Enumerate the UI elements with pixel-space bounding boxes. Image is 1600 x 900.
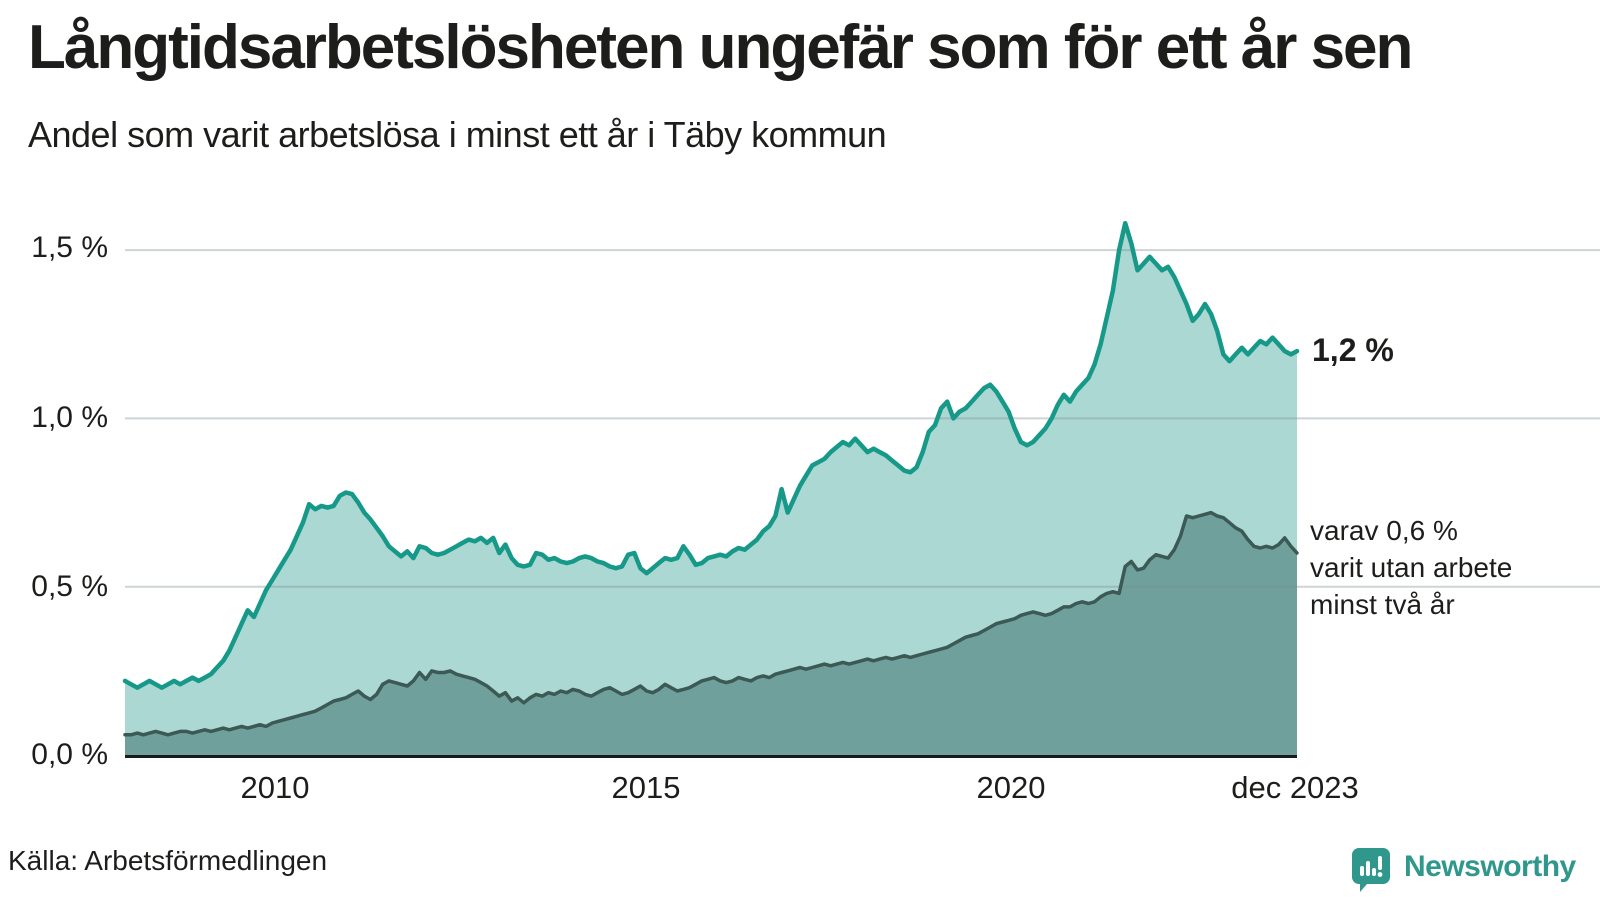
- y-axis-label-1-5: 1,5 %: [31, 231, 108, 264]
- y-axis-label-0-0: 0,0 %: [31, 738, 108, 771]
- logo-bar-1: [1360, 866, 1364, 876]
- source-note: Källa: Arbetsförmedlingen: [8, 845, 328, 876]
- page-title: Långtidsarbetslösheten ungefär som för e…: [28, 13, 1413, 82]
- logo-bubble-shape: [1352, 848, 1390, 892]
- series-1-line: [122, 220, 1300, 690]
- newsworthy-logo-icon: [1352, 848, 1390, 892]
- latest-value-annotation: 1,2 %: [1312, 332, 1394, 368]
- secondary-annotation-line2: varit utan arbete: [1310, 552, 1513, 583]
- x-axis-label-2020: 2020: [976, 770, 1046, 805]
- logo-bar-2: [1366, 861, 1370, 876]
- page-subtitle: Andel som varit arbetslösa i minst ett å…: [28, 114, 887, 155]
- newsworthy-logo-text: Newsworthy: [1404, 850, 1576, 883]
- logo-exclamation-bar: [1378, 856, 1382, 870]
- logo-exclamation-dot: [1377, 872, 1383, 877]
- logo-bar-3: [1372, 868, 1376, 876]
- x-axis-label-2015: 2015: [611, 770, 681, 805]
- secondary-annotation-line1: varav 0,6 %: [1310, 515, 1458, 546]
- newsworthy-logo: Newsworthy: [1352, 848, 1576, 892]
- series-2-area: [125, 512, 1297, 755]
- x-axis-label-dec-2023: dec 2023: [1231, 770, 1359, 805]
- y-axis-label-0-5: 0,5 %: [31, 570, 108, 603]
- x-axis-label-2010: 2010: [240, 770, 310, 805]
- series-2-line: [123, 510, 1299, 737]
- secondary-annotation: varav 0,6 % varit utan arbete minst två …: [1310, 512, 1512, 623]
- secondary-annotation-line3: minst två år: [1310, 589, 1455, 620]
- y-axis-label-1-0: 1,0 %: [31, 401, 108, 434]
